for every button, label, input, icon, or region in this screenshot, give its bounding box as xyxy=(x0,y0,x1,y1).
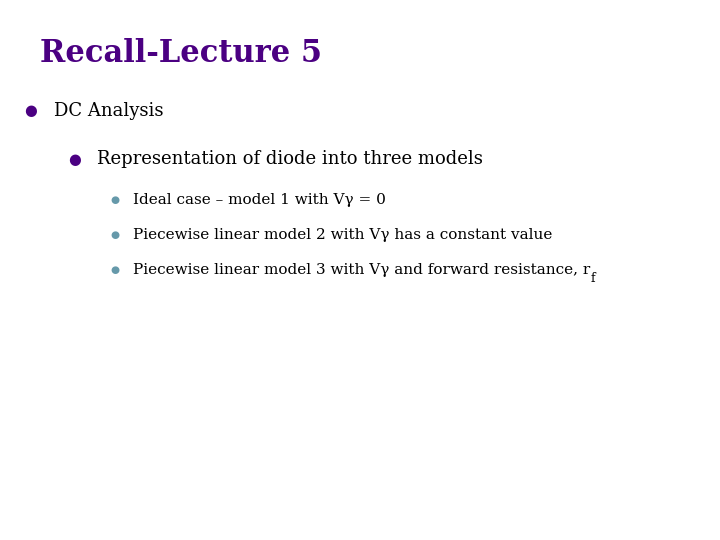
Text: Representation of diode into three models: Representation of diode into three model… xyxy=(97,150,483,168)
Text: ●: ● xyxy=(68,152,81,167)
Text: ●: ● xyxy=(111,195,120,205)
Text: DC Analysis: DC Analysis xyxy=(54,102,163,120)
Text: Piecewise linear model 3 with Vγ and forward resistance, r: Piecewise linear model 3 with Vγ and for… xyxy=(133,263,590,277)
Text: ●: ● xyxy=(24,103,37,118)
Text: ●: ● xyxy=(111,265,120,275)
Text: Piecewise linear model 2 with Vγ has a constant value: Piecewise linear model 2 with Vγ has a c… xyxy=(133,228,552,242)
Text: ●: ● xyxy=(111,230,120,240)
Text: f: f xyxy=(590,272,595,285)
Text: Ideal case – model 1 with Vγ = 0: Ideal case – model 1 with Vγ = 0 xyxy=(133,193,386,207)
Text: Recall-Lecture 5: Recall-Lecture 5 xyxy=(40,38,322,69)
